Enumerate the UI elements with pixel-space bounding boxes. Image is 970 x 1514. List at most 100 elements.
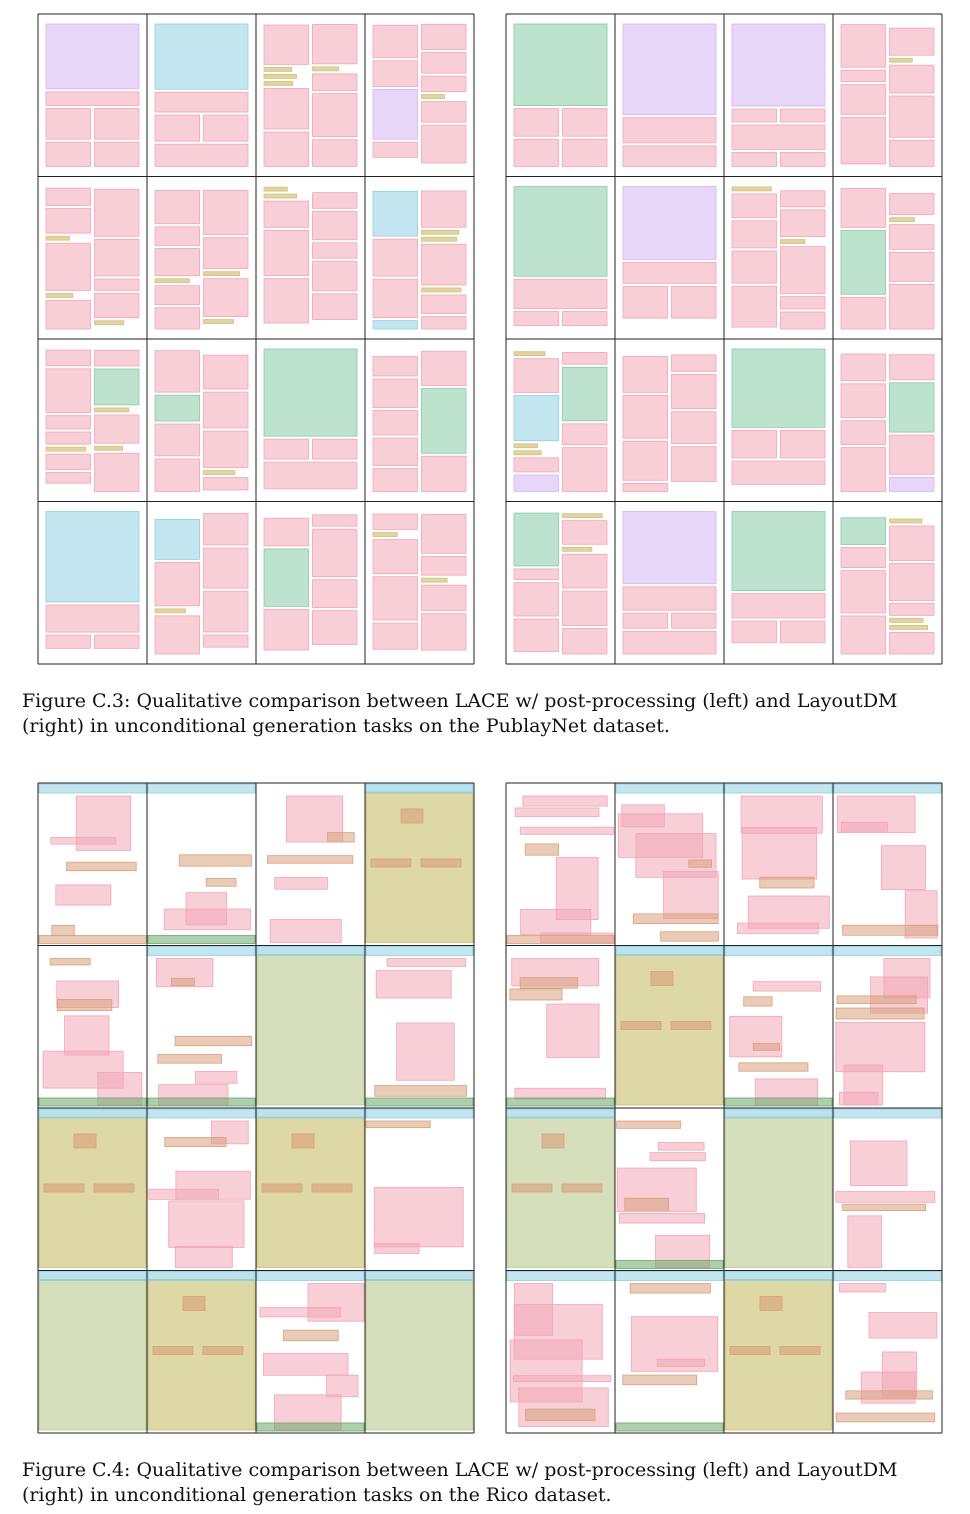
layout-element bbox=[421, 23, 467, 50]
layout-element bbox=[365, 1120, 431, 1129]
layout-element bbox=[49, 958, 91, 966]
layout-element bbox=[724, 1097, 833, 1107]
layout-element bbox=[650, 971, 674, 986]
layout-element bbox=[55, 884, 112, 906]
layout-element bbox=[889, 224, 935, 250]
layout-element bbox=[731, 193, 777, 219]
layout-element bbox=[562, 352, 608, 365]
layout-element bbox=[168, 1200, 245, 1248]
layout-element bbox=[724, 1271, 833, 1281]
layout-element bbox=[283, 1329, 339, 1342]
layout-element bbox=[622, 440, 668, 481]
layout-element bbox=[780, 620, 826, 644]
layout-element bbox=[147, 946, 256, 956]
layout-element bbox=[840, 230, 886, 295]
layout-element bbox=[154, 91, 249, 113]
layout-element bbox=[780, 311, 826, 330]
layout-element bbox=[163, 908, 251, 931]
layout-element bbox=[326, 1374, 359, 1398]
layout-element bbox=[154, 285, 200, 306]
layout-element bbox=[38, 1097, 147, 1107]
layout-element bbox=[840, 296, 886, 330]
layout-element bbox=[263, 193, 297, 199]
layout-element bbox=[421, 316, 467, 330]
layout-element bbox=[203, 590, 249, 633]
layout-element bbox=[154, 350, 200, 393]
layout-element bbox=[889, 434, 935, 475]
layout-element bbox=[629, 1283, 711, 1294]
layout-element bbox=[562, 108, 608, 137]
layout-element bbox=[94, 368, 140, 406]
layout-element bbox=[94, 414, 140, 444]
layout-element bbox=[622, 145, 717, 167]
layout-element bbox=[203, 634, 249, 648]
layout-element bbox=[421, 388, 467, 454]
layout-element bbox=[64, 1015, 110, 1056]
layout-element bbox=[372, 378, 418, 408]
layout-element bbox=[174, 1245, 233, 1268]
layout-element bbox=[386, 958, 467, 967]
layout-element bbox=[421, 584, 467, 612]
layout-element bbox=[615, 1260, 724, 1269]
layout-element bbox=[372, 278, 418, 319]
layout-element bbox=[45, 472, 91, 484]
layout-element bbox=[174, 1035, 252, 1047]
layout-element bbox=[731, 186, 772, 192]
layout-element bbox=[269, 919, 342, 943]
layout-element bbox=[622, 586, 717, 611]
layout-grid-lace-rico bbox=[37, 782, 475, 1434]
layout-element bbox=[203, 354, 249, 390]
layout-element bbox=[43, 1183, 85, 1193]
layout-element bbox=[839, 1283, 886, 1293]
layout-element bbox=[513, 568, 559, 581]
layout-element bbox=[562, 590, 608, 626]
layout-element bbox=[263, 87, 309, 130]
layout-element bbox=[157, 1054, 222, 1064]
layout-element bbox=[421, 350, 467, 386]
figure-c4-left-grid bbox=[37, 782, 475, 1434]
layout-element bbox=[624, 1197, 669, 1211]
layout-element bbox=[45, 453, 91, 470]
layout-element bbox=[729, 1346, 771, 1355]
layout-element bbox=[147, 1097, 256, 1107]
layout-element bbox=[51, 925, 75, 936]
layout-element bbox=[840, 517, 886, 545]
layout-element bbox=[66, 861, 137, 872]
layout-element bbox=[312, 438, 358, 460]
layout-element bbox=[274, 876, 328, 890]
layout-element bbox=[370, 858, 412, 868]
layout-element bbox=[256, 1108, 365, 1119]
layout-element bbox=[562, 553, 608, 589]
layout-element bbox=[263, 348, 358, 437]
layout-element bbox=[671, 285, 717, 319]
layout-element bbox=[45, 293, 74, 298]
layout-element bbox=[562, 513, 603, 519]
layout-element bbox=[649, 1152, 706, 1162]
layout-element bbox=[525, 1408, 596, 1421]
layout-element bbox=[635, 833, 717, 878]
layout-element bbox=[291, 1133, 315, 1149]
layout-element bbox=[45, 141, 91, 167]
layout-element bbox=[759, 876, 815, 889]
layout-element bbox=[514, 807, 600, 818]
layout-element bbox=[45, 91, 140, 106]
layout-element bbox=[261, 1183, 303, 1193]
layout-element bbox=[840, 188, 886, 228]
layout-element bbox=[94, 292, 140, 319]
layout-element bbox=[845, 1390, 933, 1400]
layout-element bbox=[203, 430, 249, 468]
layout-element bbox=[868, 1312, 938, 1339]
layout-element bbox=[519, 826, 614, 835]
layout-element bbox=[267, 855, 354, 864]
layout-element bbox=[889, 95, 935, 138]
layout-element bbox=[94, 108, 140, 140]
layout-element bbox=[509, 988, 563, 1001]
layout-element bbox=[622, 356, 668, 393]
layout-element bbox=[147, 1271, 256, 1281]
layout-element bbox=[506, 1097, 615, 1107]
layout-element bbox=[263, 186, 288, 192]
layout-element bbox=[263, 230, 309, 277]
layout-element bbox=[741, 827, 818, 880]
layout-grid-lace-publaynet bbox=[37, 13, 475, 665]
layout-element bbox=[656, 1358, 706, 1367]
